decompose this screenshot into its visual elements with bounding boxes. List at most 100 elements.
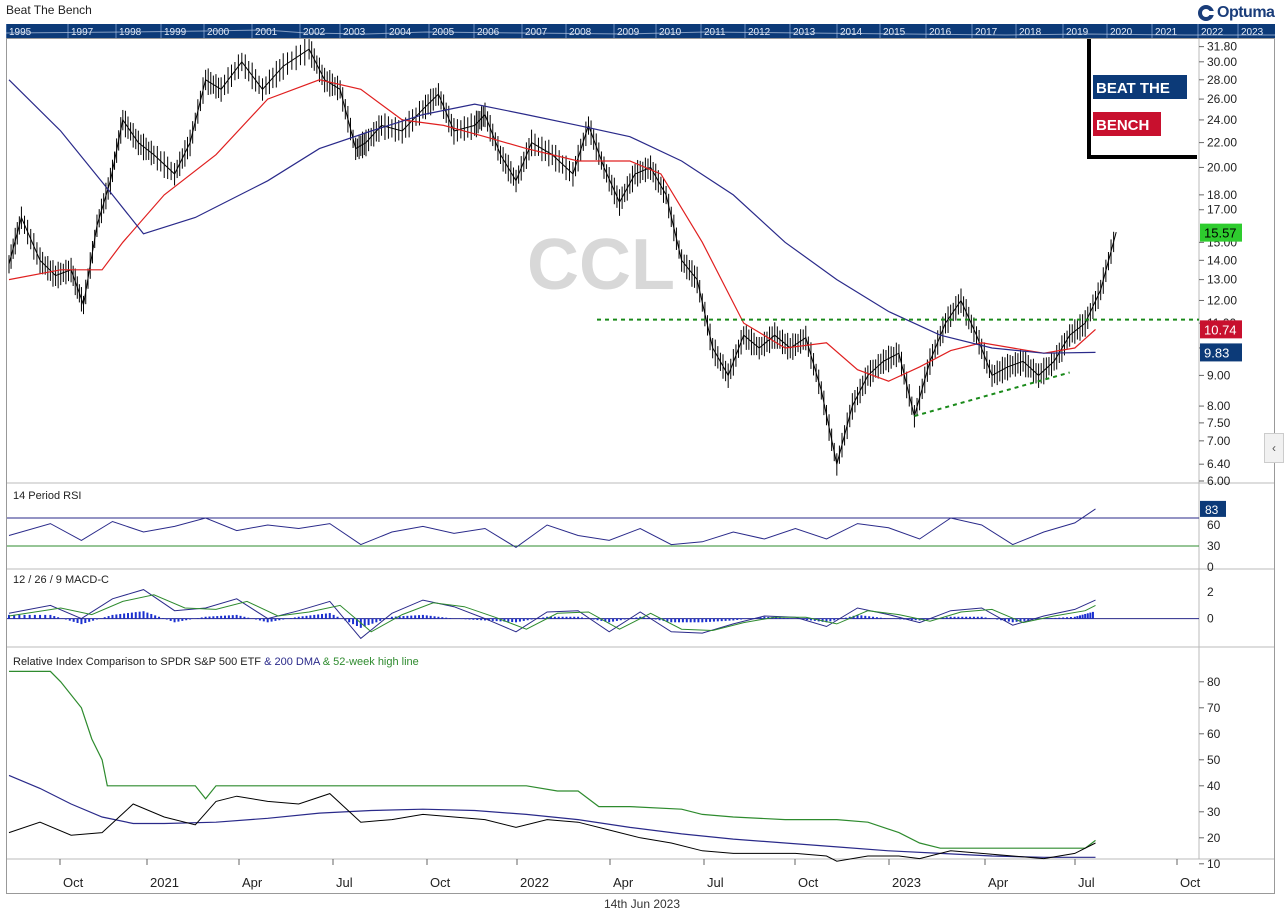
timeline-year-label: 2021 xyxy=(1155,27,1178,38)
price-y-tick-label: 18.00 xyxy=(1207,188,1237,202)
timeline-year-label: 2014 xyxy=(840,27,863,38)
timeline-year-label: 2003 xyxy=(343,27,366,38)
timeline-year-label: 2020 xyxy=(1110,27,1133,38)
price-y-tick-label: 7.50 xyxy=(1207,416,1231,430)
x-axis-label: 2023 xyxy=(892,875,921,890)
x-axis-label: Apr xyxy=(988,875,1009,890)
watermark-ticker: CCL xyxy=(527,225,675,305)
optuma-logo-icon xyxy=(1198,5,1215,21)
timeline-years: 1995 1997 1998 1999 2000 2001 2002 2003 2004 2005… xyxy=(5,24,1275,38)
price-y-tick-label: 30.00 xyxy=(1207,55,1237,69)
timeline-year-label: 2007 xyxy=(525,27,548,38)
rsi-y-tick-label: 0 xyxy=(1207,560,1214,574)
macd-signal-line xyxy=(8,594,1096,633)
relative-title: Relative Index Comparison to SPDR S&P 50… xyxy=(13,656,419,668)
rsi-y-tick-label: 30 xyxy=(1207,539,1221,553)
relative-y-tick-label: 10 xyxy=(1207,857,1221,871)
last-value-label: 9.83 xyxy=(1204,345,1229,360)
chart-frame[interactable]: CCL BEAT THE BENCH 31.80 30.00 28.00 26.00 24.0… xyxy=(6,38,1275,894)
x-axis-label: Apr xyxy=(613,875,634,890)
price-y-tick-label: 28.00 xyxy=(1207,73,1237,87)
timeline-year-label: 2018 xyxy=(1019,27,1042,38)
logo-line1-bg xyxy=(1093,75,1187,99)
x-axis-label: Jul xyxy=(336,875,353,890)
timeline-year-label: 2022 xyxy=(1201,27,1224,38)
beat-the-bench-logo: BEAT THE BENCH xyxy=(1087,39,1197,159)
moving-average-slow xyxy=(8,79,1096,354)
price-y-tick-label: 22.00 xyxy=(1207,136,1237,150)
timeline-year-label: 2009 xyxy=(617,27,640,38)
macd-line xyxy=(8,589,1096,640)
price-y-tick-label: 20.00 xyxy=(1207,160,1237,174)
relative-y-tick-label: 40 xyxy=(1207,779,1221,793)
brand-name: Optuma xyxy=(1217,4,1275,21)
rsi-y-tick-label: 60 xyxy=(1207,518,1221,532)
x-axis-label: 2022 xyxy=(520,875,549,890)
price-y-tick-label: 9.00 xyxy=(1207,368,1231,382)
price-y-tick-label: 31.80 xyxy=(1207,40,1237,54)
last-value-label: 15.57 xyxy=(1204,226,1237,241)
x-axis-label: Oct xyxy=(798,875,819,890)
support-trendline xyxy=(914,371,1070,417)
rsi-last-label: 83 xyxy=(1205,503,1219,517)
relative-title-part: & 200 DMA xyxy=(261,656,321,668)
price-line xyxy=(8,48,1117,465)
side-panel-toggle[interactable]: ‹ xyxy=(1264,433,1284,463)
macd-y-tick-label: 2 xyxy=(1207,585,1214,599)
timeline-year-label: 2001 xyxy=(255,27,278,38)
x-axis-label: 2021 xyxy=(150,875,179,890)
timeline-year-label: 2019 xyxy=(1066,27,1089,38)
logo-line1: BEAT THE xyxy=(1096,80,1170,97)
timeline-year-label: 2023 xyxy=(1241,27,1264,38)
timeline-year-label: 2016 xyxy=(929,27,952,38)
last-value-label: 10.74 xyxy=(1204,322,1237,337)
relative-y-tick-label: 50 xyxy=(1207,753,1221,767)
app-title: Beat The Bench xyxy=(6,3,92,17)
timeline-year-label: 2002 xyxy=(303,27,326,38)
timeline-overview-line xyxy=(5,29,1275,36)
price-y-tick-label: 7.00 xyxy=(1207,434,1231,448)
logo-line2-bg xyxy=(1093,112,1161,136)
history-timeline-strip[interactable]: 1995 1997 1998 1999 2000 2001 2002 2003 2004 2005… xyxy=(5,24,1275,39)
relative-title-part: & 52-week high line xyxy=(320,656,419,668)
x-axis-label: Oct xyxy=(63,875,84,890)
macd-title: 12 / 26 / 9 MACD-C xyxy=(13,574,109,586)
relative-y-tick-label: 30 xyxy=(1207,805,1221,819)
timeline-year-label: 2017 xyxy=(975,27,998,38)
footer-date: 14th Jun 2023 xyxy=(603,897,681,911)
price-y-tick-label: 13.00 xyxy=(1207,273,1237,287)
relative-y-tick-label: 60 xyxy=(1207,727,1221,741)
rsi-title: 14 Period RSI xyxy=(13,490,81,502)
macd-histogram xyxy=(8,611,1094,628)
moving-average-fast xyxy=(8,79,1096,382)
price-y-tick-label: 24.00 xyxy=(1207,113,1237,127)
timeline-year-label: 2008 xyxy=(569,27,592,38)
relative-y-tick-label: 80 xyxy=(1207,675,1221,689)
timeline-year-label: 2000 xyxy=(207,27,230,38)
relative-index-line xyxy=(8,793,1096,862)
price-y-tick-label: 12.00 xyxy=(1207,293,1237,307)
relative-title-part: Relative Index Comparison to SPDR S&P 50… xyxy=(13,656,261,668)
last-value-badge xyxy=(1200,343,1242,362)
logo-line2: BENCH xyxy=(1096,117,1149,134)
price-y-tick-label: 6.40 xyxy=(1207,457,1231,471)
rsi-last-badge xyxy=(1200,500,1226,517)
price-y-tick-label: 17.00 xyxy=(1207,203,1237,217)
price-y-tick-label: 6.00 xyxy=(1207,474,1231,488)
timeline-year-label: 2015 xyxy=(883,27,906,38)
rsi-line xyxy=(8,508,1096,548)
relative-52wk-high-line xyxy=(9,670,1096,849)
price-y-tick-label: 14.00 xyxy=(1207,253,1237,267)
optuma-logo: Optuma xyxy=(1197,2,1275,24)
price-y-tick-label: 26.00 xyxy=(1207,92,1237,106)
last-value-badge xyxy=(1200,223,1242,242)
x-axis-label: Jul xyxy=(1078,875,1095,890)
relative-y-tick-label: 20 xyxy=(1207,831,1221,845)
price-y-tick-label: 8.00 xyxy=(1207,399,1231,413)
chevron-left-icon: ‹ xyxy=(1272,441,1276,455)
timeline-year-label: 1998 xyxy=(119,27,142,38)
relative-y-tick-label: 70 xyxy=(1207,701,1221,715)
x-axis-label: Jul xyxy=(707,875,724,890)
timeline-year-label: 1999 xyxy=(164,27,187,38)
